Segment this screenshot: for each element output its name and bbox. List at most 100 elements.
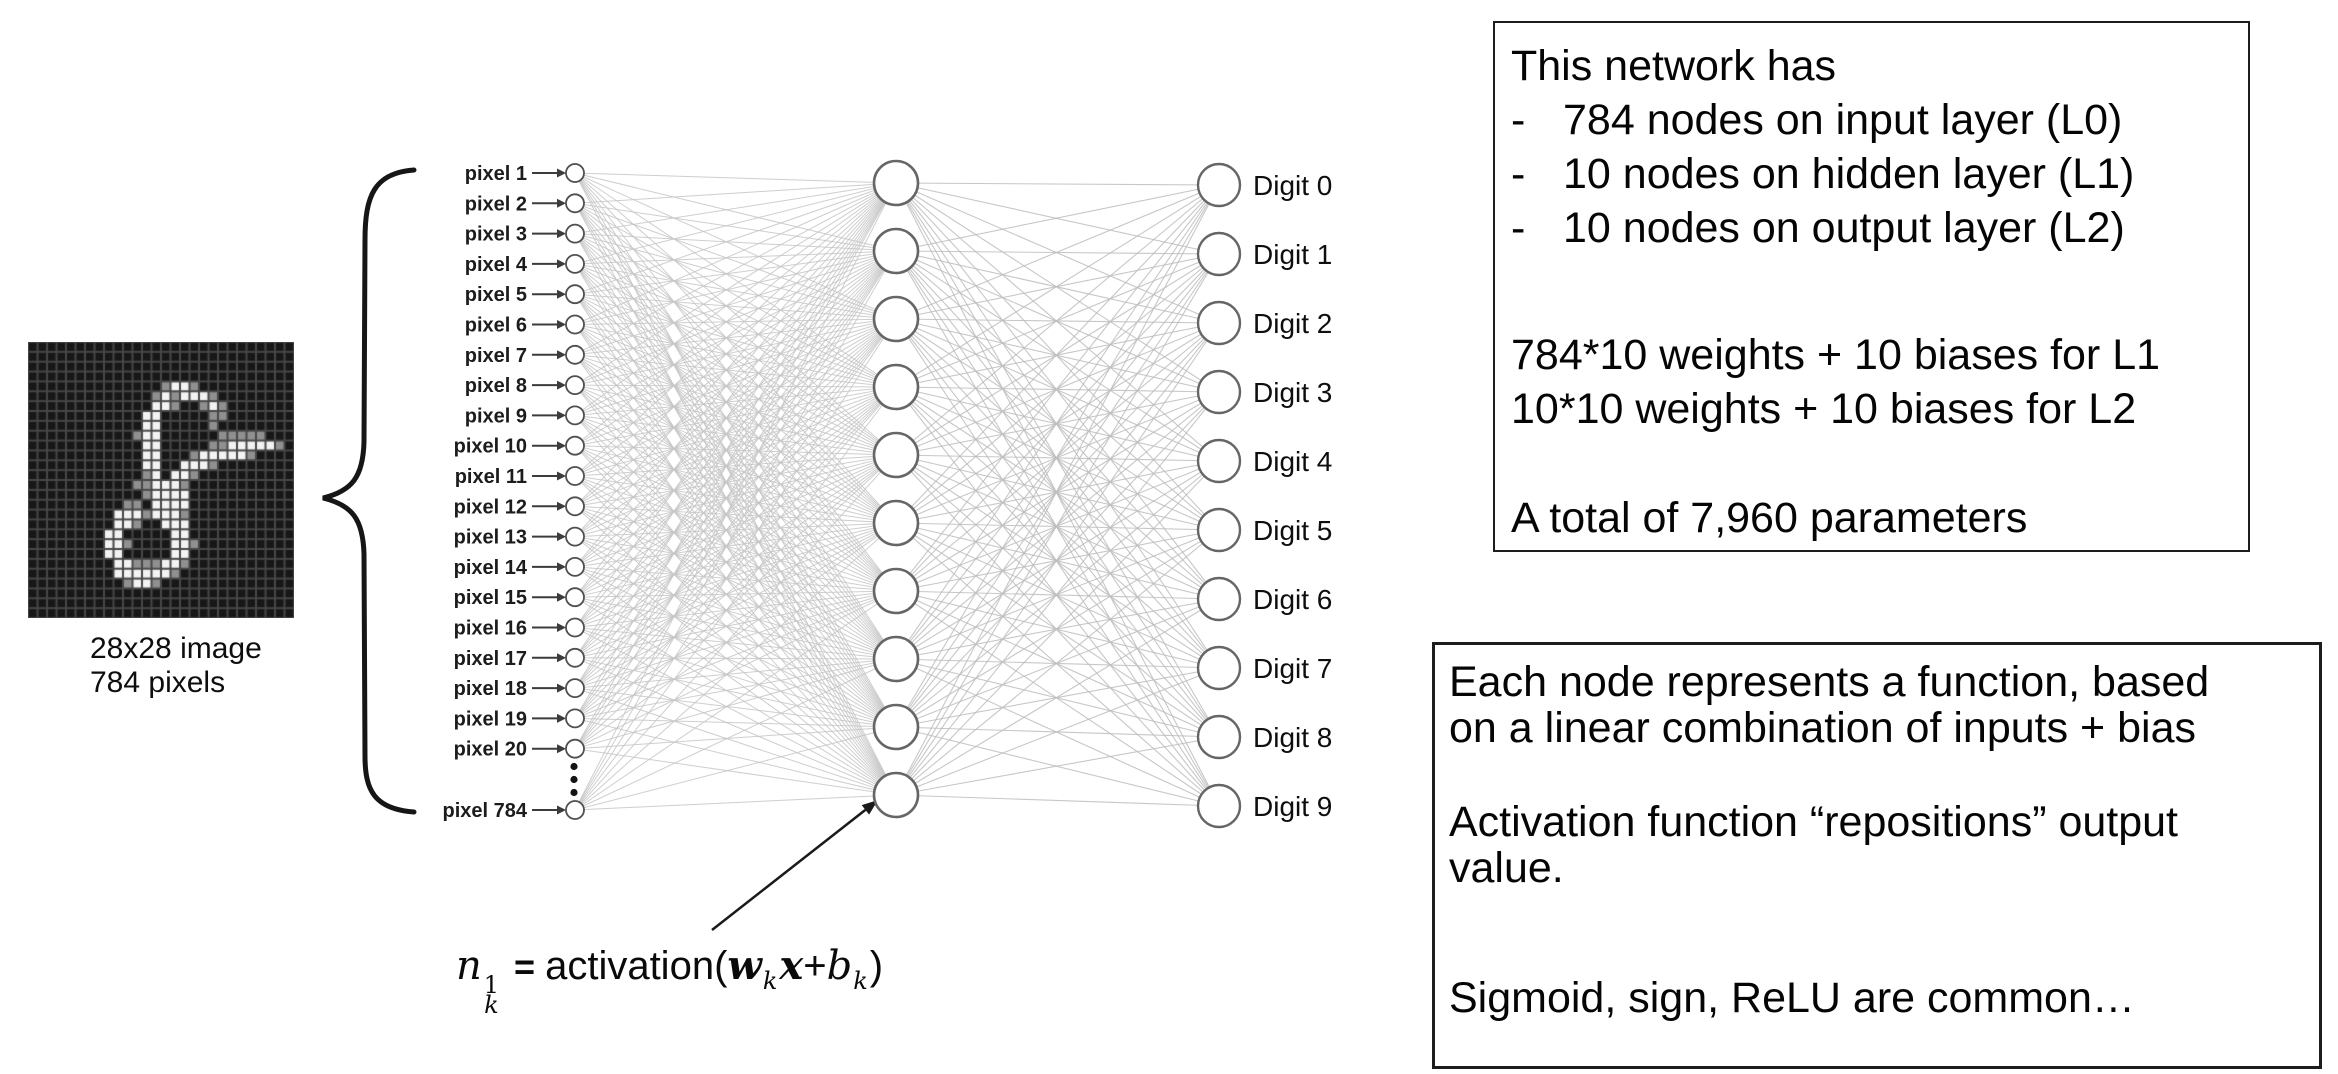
input-labels: pixel 1 pixel 2 pixel 3 pixel 4 pixel 5 pixel… (442, 163, 527, 822)
hidden-node (872, 363, 920, 411)
input-arrow (532, 713, 566, 723)
mnist-digit-image (28, 342, 294, 618)
info-box-text: Each node represents a function, based (1449, 658, 2210, 706)
input-node (565, 708, 585, 729)
output-node (1196, 645, 1242, 691)
output-node (1196, 438, 1242, 484)
input-node (565, 163, 585, 183)
input-arrow (532, 471, 566, 481)
vertical-ellipsis-dot (570, 762, 578, 771)
blank-line (1449, 751, 2307, 799)
input-node (565, 253, 585, 274)
output-label: Digit 8 (1253, 722, 1332, 753)
input-label: pixel 12 (454, 496, 527, 518)
info-box-line: Each node represents a function, based (1449, 659, 2307, 705)
input-label: pixel 20 (454, 739, 527, 761)
hidden-node (872, 227, 920, 275)
output-node (1196, 162, 1242, 208)
vertical-ellipsis (570, 762, 578, 797)
info-box-line: Sigmoid, sign, ReLU are common… (1449, 975, 2307, 1021)
input-label: pixel 17 (454, 648, 527, 670)
output-node (1196, 783, 1242, 829)
hidden-node (872, 567, 920, 615)
hidden-node (872, 771, 920, 819)
input-node (565, 284, 585, 305)
output-label: Digit 5 (1253, 515, 1332, 546)
info-box-line: This network has (1511, 39, 2234, 93)
formula-plus: + (803, 944, 827, 988)
input-arrow (532, 744, 566, 754)
input-node (565, 617, 585, 638)
input-node (565, 405, 585, 426)
info-box-text: This network has (1511, 42, 1837, 90)
info-box-text: on a linear combination of inputs + bias (1449, 704, 2196, 752)
output-node (1196, 369, 1242, 415)
vertical-ellipsis-dot (570, 788, 578, 797)
output-label: Digit 6 (1253, 584, 1332, 615)
input-arrow (532, 592, 566, 602)
formula-close-paren: ) (869, 944, 884, 988)
input-arrow (532, 229, 566, 239)
input-arrow (532, 320, 566, 329)
input-node (565, 496, 585, 517)
input-arrow (532, 683, 566, 693)
input-node (565, 738, 585, 759)
output-node (1196, 507, 1242, 553)
info-box-line: -10 nodes on hidden layer (L1) (1511, 147, 2234, 201)
output-label: Digit 1 (1253, 239, 1332, 270)
hidden-node (872, 431, 920, 479)
input-arrow (532, 289, 566, 299)
info-box-text: Sigmoid, sign, ReLU are common… (1449, 974, 2135, 1022)
input-arrow (532, 441, 566, 451)
input-label: pixel 6 (465, 315, 527, 337)
hidden-node (872, 635, 920, 683)
hidden-node (872, 159, 920, 207)
output-label: Digit 9 (1253, 791, 1332, 822)
bullet-dash: - (1511, 204, 1526, 252)
input-node (565, 193, 585, 214)
input-arrow (532, 532, 566, 542)
input-label: pixel 9 (465, 405, 527, 427)
formula-arrow (711, 800, 878, 931)
formula-b-sub: k (853, 967, 868, 995)
input-arrow (532, 653, 566, 663)
node-function-box: Each node represents a function, based on… (1432, 642, 2322, 1069)
input-label: pixel 18 (454, 678, 527, 700)
input-arrow (532, 623, 566, 632)
bullet-dash: - (1511, 96, 1526, 144)
input-label: pixel 7 (465, 345, 527, 367)
input-arrow (532, 350, 566, 360)
input-arrow (532, 168, 566, 178)
vertical-ellipsis-dot (570, 775, 578, 784)
input-label: pixel 11 (455, 466, 527, 488)
input-label: pixel 8 (465, 375, 527, 397)
info-box-text: 10*10 weights + 10 biases for L2 (1511, 385, 2137, 433)
input-label: pixel 14 (454, 557, 528, 579)
input-node (565, 435, 585, 456)
formula-b: b (826, 943, 853, 989)
info-box-line: 784*10 weights + 10 biases for L1 (1511, 328, 2234, 382)
hidden-node (872, 703, 920, 751)
output-label: Digit 7 (1253, 653, 1332, 684)
input-node (565, 375, 585, 396)
input-node (565, 314, 585, 335)
input-label: pixel 1 (465, 163, 527, 185)
info-box-text: Activation function “repositions” output (1449, 798, 2179, 846)
input-label: pixel 19 (454, 708, 527, 730)
input-node (565, 526, 585, 547)
caption-line-2: 784 pixels (90, 666, 226, 699)
output-labels: Digit 0 Digit 1 Digit 2 Digit 3 Digit 4 Digit… (1253, 170, 1332, 822)
formula-equals: = (504, 946, 546, 987)
input-label: pixel 2 (465, 193, 527, 215)
input-label: pixel 3 (465, 224, 527, 246)
info-box-text: 10 nodes on hidden layer (L1) (1563, 150, 2135, 198)
input-label: pixel 16 (454, 618, 527, 640)
formula-activation: activation( (545, 944, 728, 988)
info-box-text: 784*10 weights + 10 biases for L1 (1511, 331, 2161, 379)
formula-w-sub: k (762, 967, 778, 995)
input-label: pixel 15 (454, 587, 527, 609)
